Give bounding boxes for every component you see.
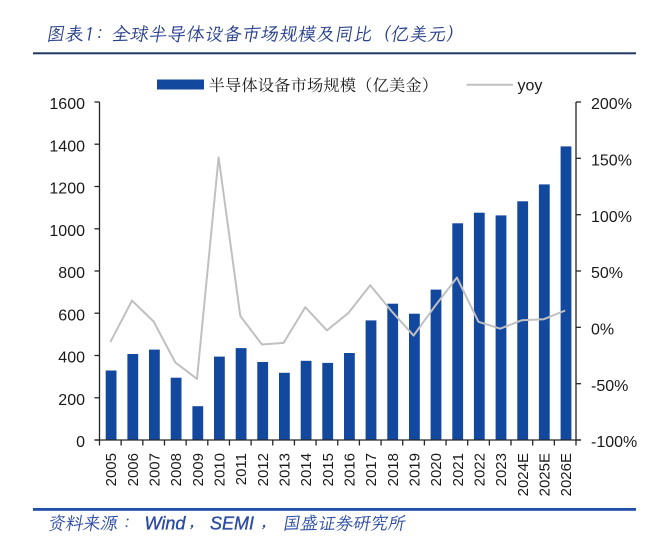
svg-text:150%: 150%: [591, 153, 632, 170]
svg-text:-100%: -100%: [591, 434, 637, 451]
svg-text:200: 200: [58, 392, 85, 409]
svg-text:2007: 2007: [147, 453, 164, 486]
svg-text:2022: 2022: [471, 453, 488, 486]
svg-text:2017: 2017: [363, 453, 380, 486]
svg-text:2026E: 2026E: [558, 453, 575, 496]
svg-text:2021: 2021: [450, 453, 467, 486]
svg-text:2013: 2013: [277, 453, 294, 486]
svg-text:2020: 2020: [428, 453, 445, 486]
svg-text:2024E: 2024E: [515, 453, 532, 496]
svg-text:2006: 2006: [125, 453, 142, 486]
svg-text:2012: 2012: [255, 453, 272, 486]
svg-text:0: 0: [76, 434, 85, 451]
svg-text:100%: 100%: [591, 209, 632, 226]
svg-text:-50%: -50%: [591, 378, 628, 395]
svg-text:400: 400: [58, 350, 85, 367]
svg-text:2015: 2015: [320, 453, 337, 486]
svg-text:2019: 2019: [407, 453, 424, 486]
svg-text:50%: 50%: [591, 265, 623, 282]
svg-text:2009: 2009: [190, 453, 207, 486]
svg-text:1000: 1000: [49, 223, 85, 240]
svg-text:600: 600: [58, 307, 85, 324]
svg-text:2014: 2014: [298, 453, 315, 486]
svg-text:2008: 2008: [168, 453, 185, 486]
svg-text:1200: 1200: [49, 181, 85, 198]
svg-text:1400: 1400: [49, 138, 85, 155]
svg-text:2016: 2016: [342, 453, 359, 486]
svg-text:2023: 2023: [493, 453, 510, 486]
svg-text:2010: 2010: [212, 453, 229, 486]
svg-text:2018: 2018: [385, 453, 402, 486]
svg-text:Wind: Wind: [145, 513, 187, 533]
svg-text:SEMI: SEMI: [210, 513, 254, 533]
svg-text:2005: 2005: [103, 453, 120, 486]
svg-text:0%: 0%: [591, 322, 614, 339]
svg-text:2011: 2011: [233, 453, 250, 485]
svg-text:800: 800: [58, 265, 85, 282]
svg-text:1600: 1600: [49, 96, 85, 113]
svg-text:200%: 200%: [591, 96, 632, 113]
svg-text:2025E: 2025E: [536, 453, 553, 496]
svg-text:yoy: yoy: [518, 78, 543, 95]
